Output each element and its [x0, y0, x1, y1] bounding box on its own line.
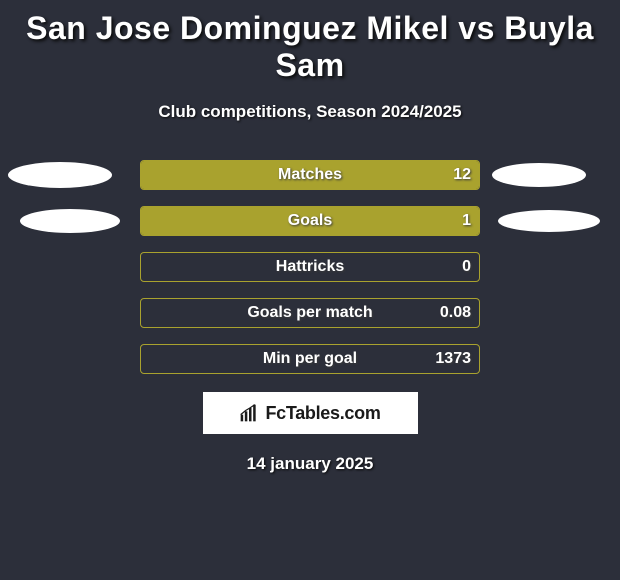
- left-ellipse: [20, 209, 120, 233]
- stat-value: 1373: [435, 350, 471, 368]
- bar-track: Matches 12: [140, 160, 480, 190]
- stat-label: Matches: [278, 166, 342, 184]
- bar-track: Goals per match 0.08: [140, 298, 480, 328]
- bar-track: Goals 1: [140, 206, 480, 236]
- stat-value: 0: [462, 258, 471, 276]
- stat-value: 0.08: [440, 304, 471, 322]
- brand-label: FcTables.com: [265, 403, 380, 424]
- stat-label: Hattricks: [276, 258, 344, 276]
- stat-row: Hattricks 0: [0, 252, 620, 282]
- stat-row: Matches 12: [0, 160, 620, 190]
- stat-value: 1: [462, 212, 471, 230]
- stat-label: Goals: [288, 212, 332, 230]
- bar-track: Min per goal 1373: [140, 344, 480, 374]
- brand-box: FcTables.com: [203, 392, 418, 434]
- snapshot-date: 14 january 2025: [0, 454, 620, 474]
- right-ellipse: [498, 210, 600, 232]
- stat-label: Goals per match: [247, 304, 372, 322]
- stat-row: Goals 1: [0, 206, 620, 236]
- left-ellipse: [8, 162, 112, 188]
- season-subtitle: Club competitions, Season 2024/2025: [0, 102, 620, 122]
- brand-chart-icon: [239, 403, 259, 423]
- comparison-chart: Matches 12 Goals 1 Hattricks 0 Goals per match…: [0, 160, 620, 374]
- stat-label: Min per goal: [263, 350, 357, 368]
- stat-row: Goals per match 0.08: [0, 298, 620, 328]
- stat-row: Min per goal 1373: [0, 344, 620, 374]
- right-ellipse: [492, 163, 586, 187]
- stat-value: 12: [453, 166, 471, 184]
- comparison-title: San Jose Dominguez Mikel vs Buyla Sam: [0, 0, 620, 84]
- bar-track: Hattricks 0: [140, 252, 480, 282]
